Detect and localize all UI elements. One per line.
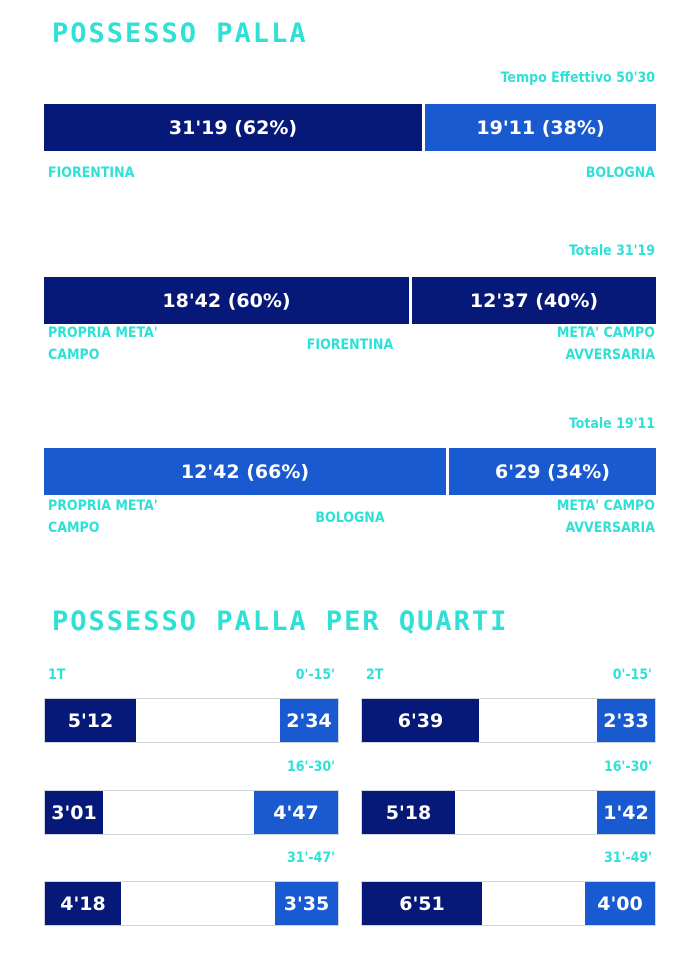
team-label-bologna: BOLOGNA [585,165,655,181]
quarter-fiorentina-segment: 5'18 [362,791,455,834]
quarter-fiorentina-segment: 3'01 [45,791,103,834]
quarter-range-label: 31'-47' [287,850,335,866]
fiorentina-total-label: Totale 31'19 [568,243,655,259]
fiorentina-own-half-segment: 18'42 (60%) [44,277,409,324]
bologna-opp-half-segment: 6'29 (34%) [449,448,656,495]
quarter-bar: 4'18 3'35 [44,881,339,926]
bologna-possession-segment: 19'11 (38%) [425,104,656,151]
fiorentina-team-label: FIORENTINA [306,337,394,353]
bologna-field-bar: 12'42 (66%) 6'29 (34%) [44,448,656,495]
fiorentina-own-half-label: PROPRIA META' CAMPO [48,325,158,363]
fiorentina-opp-half-segment: 12'37 (40%) [412,277,656,324]
quarter-bologna-segment: 1'42 [597,791,655,834]
quarter-range-label: 16'-30' [604,759,652,775]
quarter-gap [479,699,597,742]
quarter-range-label: 0'-15' [295,667,335,683]
quarter-fiorentina-segment: 4'18 [45,882,121,925]
quarter-gap [136,699,280,742]
bar-separator [422,104,425,151]
bologna-team-label: BOLOGNA [315,510,385,526]
quarter-range-label: 16'-30' [287,759,335,775]
quarter-bologna-segment: 2'33 [597,699,655,742]
quarter-fiorentina-segment: 5'12 [45,699,136,742]
quarter-bologna-segment: 3'35 [275,882,338,925]
quarter-range-label: 31'-49' [604,850,652,866]
bar-separator [409,277,412,324]
quarter-bar: 3'01 4'47 [44,790,339,835]
quarter-bar: 6'39 2'33 [361,698,656,743]
section-title-quarters: POSSESSO PALLA PER QUARTI [52,606,509,637]
quarter-bologna-segment: 2'34 [280,699,338,742]
section-title-possession: POSSESSO PALLA [52,18,308,49]
team-label-fiorentina: FIORENTINA [48,165,135,181]
bologna-opp-half-label: META' CAMPO AVVERSARIA [556,498,655,536]
effective-time-label: Tempo Effettivo 50'30 [500,70,655,86]
quarter-bar: 6'51 4'00 [361,881,656,926]
fiorentina-opp-half-label: META' CAMPO AVVERSARIA [556,325,655,363]
bologna-total-label: Totale 19'11 [568,416,655,432]
quarter-bar: 5'18 1'42 [361,790,656,835]
bologna-own-half-segment: 12'42 (66%) [44,448,446,495]
quarter-bar: 5'12 2'34 [44,698,339,743]
fiorentina-field-bar: 18'42 (60%) 12'37 (40%) [44,277,656,324]
bar-separator [446,448,449,495]
quarter-gap [103,791,254,834]
half-label-2t: 2T [366,667,384,683]
quarter-bologna-segment: 4'00 [585,882,655,925]
quarter-gap [482,882,585,925]
quarter-fiorentina-segment: 6'51 [362,882,482,925]
bologna-own-half-label: PROPRIA META' CAMPO [48,498,158,536]
quarter-bologna-segment: 4'47 [254,791,338,834]
quarter-fiorentina-segment: 6'39 [362,699,479,742]
quarter-gap [455,791,597,834]
quarter-gap [121,882,275,925]
fiorentina-possession-segment: 31'19 (62%) [44,104,422,151]
quarter-range-label: 0'-15' [612,667,652,683]
half-label-1t: 1T [48,667,66,683]
overall-possession-bar: 31'19 (62%) 19'11 (38%) [44,104,656,151]
